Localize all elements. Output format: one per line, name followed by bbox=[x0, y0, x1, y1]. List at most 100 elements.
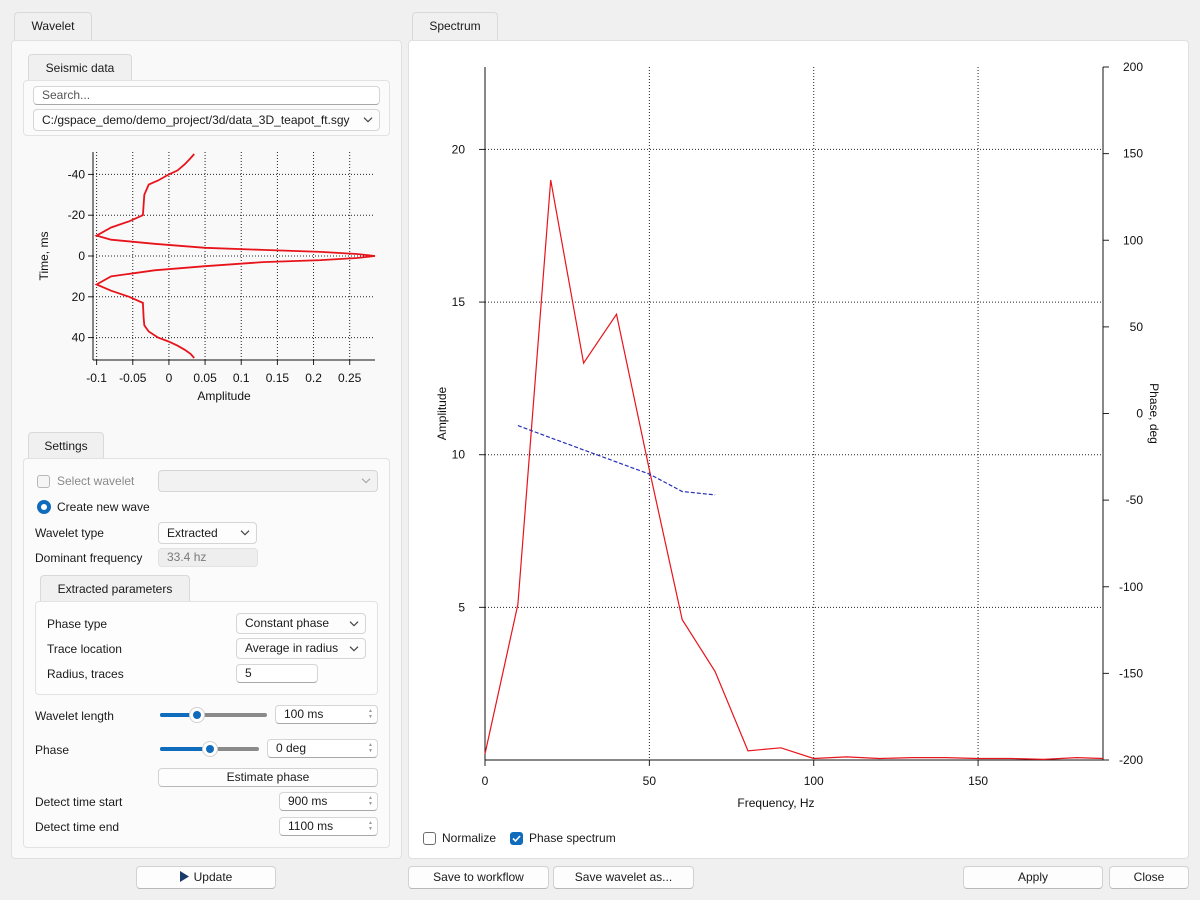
amplitude-series-line bbox=[484, 179, 1104, 761]
tab-extracted-parameters[interactable]: Extracted parameters bbox=[40, 575, 190, 602]
y-left-axis-label: Amplitude bbox=[435, 387, 449, 441]
spectrum-panel bbox=[408, 40, 1189, 859]
normalize-label: Normalize bbox=[442, 831, 497, 845]
y-tick-label: 0 bbox=[78, 249, 85, 263]
chevron-down-icon bbox=[349, 620, 359, 627]
trace-location-label: Trace location bbox=[47, 642, 122, 656]
checkmark-icon bbox=[512, 835, 521, 843]
estimate-phase-button[interactable]: Estimate phase bbox=[158, 768, 378, 787]
apply-button[interactable]: Apply bbox=[963, 866, 1103, 889]
y-right-tick-label: 150 bbox=[1123, 147, 1143, 161]
dominant-frequency-label: Dominant frequency bbox=[35, 551, 143, 565]
detect-time-start-value: 900 ms bbox=[288, 794, 328, 808]
create-new-wave-radio[interactable] bbox=[37, 500, 51, 514]
y-left-tick-label: 15 bbox=[452, 295, 466, 309]
phase-slider-fill bbox=[160, 747, 210, 751]
x-tick-label: 0.1 bbox=[233, 371, 250, 385]
file-path-select[interactable]: C:/gspace_demo/demo_project/3d/data_3D_t… bbox=[33, 109, 380, 131]
dominant-frequency-value: 33.4 hz bbox=[167, 550, 207, 564]
detect-time-end-value: 1100 ms bbox=[288, 819, 334, 833]
wavelet-length-slider-thumb[interactable] bbox=[189, 707, 206, 723]
x-tick-label: 0 bbox=[166, 371, 173, 385]
phase-slider-thumb[interactable] bbox=[201, 741, 218, 757]
normalize-checkbox[interactable] bbox=[423, 832, 436, 845]
detect-time-end-field[interactable]: 1100 ms ▲ ▼ bbox=[279, 817, 378, 836]
y-right-tick-label: -200 bbox=[1119, 753, 1143, 767]
dominant-frequency-field: 33.4 hz bbox=[158, 548, 258, 567]
radius-traces-value: 5 bbox=[245, 666, 252, 680]
select-wavelet-label: Select wavelet bbox=[57, 474, 135, 488]
radius-traces-field[interactable]: 5 bbox=[236, 664, 318, 683]
y-right-tick-label: -150 bbox=[1119, 666, 1143, 680]
y-left-tick-label: 10 bbox=[452, 448, 466, 462]
y-right-axis-label: Phase, deg bbox=[1147, 383, 1161, 444]
chevron-down-icon bbox=[361, 478, 371, 484]
wavelet-trace bbox=[94, 153, 376, 359]
select-wavelet-checkbox[interactable] bbox=[37, 475, 50, 488]
x-tick-label: 0 bbox=[482, 774, 489, 788]
x-axis-label: Amplitude bbox=[197, 389, 251, 403]
phase-type-value: Constant phase bbox=[245, 616, 330, 630]
y-left-tick-label: 5 bbox=[458, 600, 465, 614]
phase-value: 0 deg bbox=[276, 741, 307, 755]
spin-arrows-icon[interactable]: ▲ ▼ bbox=[368, 820, 373, 832]
select-wavelet-dropdown[interactable] bbox=[158, 470, 378, 492]
x-axis-label: Frequency, Hz bbox=[737, 796, 814, 810]
create-new-wave-label: Create new wave bbox=[57, 500, 150, 514]
y-right-tick-label: 200 bbox=[1123, 60, 1143, 74]
phase-spectrum-checkbox[interactable] bbox=[510, 832, 523, 845]
wavelet-type-label: Wavelet type bbox=[35, 526, 104, 540]
wavelet-type-value: Extracted bbox=[167, 526, 218, 540]
wavelet-length-label: Wavelet length bbox=[35, 709, 114, 723]
save-to-workflow-button[interactable]: Save to workflow bbox=[408, 866, 549, 889]
tab-seismic-data[interactable]: Seismic data bbox=[28, 54, 132, 81]
y-right-tick-label: -100 bbox=[1119, 580, 1143, 594]
spin-arrows-icon[interactable]: ▲ ▼ bbox=[368, 708, 373, 720]
y-tick-label: -40 bbox=[68, 167, 86, 181]
x-tick-label: 0.05 bbox=[193, 371, 217, 385]
x-tick-label: -0.05 bbox=[119, 371, 147, 385]
tab-wavelet[interactable]: Wavelet bbox=[14, 12, 92, 41]
phase-label: Phase bbox=[35, 743, 70, 757]
y-left-tick-label: 20 bbox=[452, 142, 466, 156]
update-button-label: Update bbox=[193, 870, 233, 884]
trace-location-value: Average in radius bbox=[245, 641, 339, 655]
phase-series-line bbox=[517, 425, 716, 496]
x-tick-label: 0.2 bbox=[305, 371, 322, 385]
y-right-tick-label: 0 bbox=[1136, 407, 1143, 421]
tab-settings[interactable]: Settings bbox=[28, 432, 104, 459]
x-tick-label: 0.15 bbox=[266, 371, 290, 385]
y-right-tick-label: 100 bbox=[1123, 233, 1143, 247]
phase-spectrum-label: Phase spectrum bbox=[529, 831, 616, 845]
y-right-tick-label: 50 bbox=[1130, 320, 1144, 334]
detect-time-start-field[interactable]: 900 ms ▲ ▼ bbox=[279, 792, 378, 811]
wavelet-length-slider[interactable] bbox=[160, 713, 267, 717]
save-wavelet-as-button[interactable]: Save wavelet as... bbox=[553, 866, 694, 889]
search-placeholder: Search... bbox=[42, 88, 91, 102]
tab-spectrum[interactable]: Spectrum bbox=[412, 12, 498, 41]
search-input[interactable]: Search... bbox=[33, 86, 380, 105]
spin-arrows-icon[interactable]: ▲ ▼ bbox=[368, 742, 373, 754]
phase-field[interactable]: 0 deg ▲ ▼ bbox=[267, 739, 378, 758]
chevron-down-icon bbox=[363, 117, 373, 123]
phase-type-label: Phase type bbox=[47, 617, 108, 631]
wavelet-length-value: 100 ms bbox=[284, 707, 324, 721]
close-button[interactable]: Close bbox=[1109, 866, 1189, 889]
spin-arrows-icon[interactable]: ▲ ▼ bbox=[368, 795, 373, 807]
y-axis-label: Time, ms bbox=[37, 232, 51, 281]
wavelet-length-slider-fill bbox=[160, 713, 198, 717]
x-tick-label: 100 bbox=[804, 774, 824, 788]
wavelet-chart: -0.1 -0.05 0 0.05 0.1 0.15 0.2 0.25 -40 -20 0 20 40 A… bbox=[37, 152, 376, 403]
trace-location-select[interactable]: Average in radius bbox=[236, 638, 366, 659]
chevron-down-icon bbox=[240, 530, 250, 536]
wavelet-length-field[interactable]: 100 ms ▲ ▼ bbox=[275, 705, 378, 724]
update-button[interactable]: Update bbox=[136, 866, 276, 889]
y-tick-label: 20 bbox=[72, 290, 86, 304]
detect-time-end-label: Detect time end bbox=[35, 820, 120, 834]
file-path-value: C:/gspace_demo/demo_project/3d/data_3D_t… bbox=[42, 113, 350, 127]
phase-type-select[interactable]: Constant phase bbox=[236, 613, 366, 634]
y-right-tick-label: -50 bbox=[1126, 493, 1144, 507]
detect-time-start-label: Detect time start bbox=[35, 795, 123, 809]
wavelet-type-select[interactable]: Extracted bbox=[158, 522, 257, 544]
x-tick-label: -0.1 bbox=[86, 371, 107, 385]
